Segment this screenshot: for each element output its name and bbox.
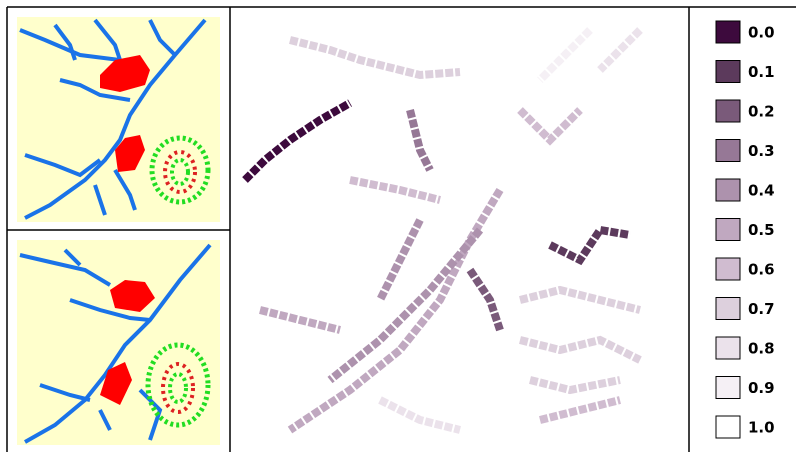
legend-swatch xyxy=(716,21,740,43)
legend-label: 0.7 xyxy=(748,300,775,318)
legend-swatch xyxy=(716,298,740,320)
legend-label: 0.5 xyxy=(748,221,775,239)
legend-label: 0.4 xyxy=(748,182,775,200)
legend-label: 0.2 xyxy=(748,103,775,121)
legend-swatch xyxy=(716,100,740,122)
legend-swatch xyxy=(716,258,740,280)
legend-swatch xyxy=(716,337,740,359)
legend-label: 0.8 xyxy=(748,340,775,358)
legend-swatch xyxy=(716,140,740,162)
legend-label: 0.6 xyxy=(748,261,775,279)
difference-map xyxy=(245,30,640,430)
map-bottom xyxy=(17,240,220,445)
legend-swatch xyxy=(716,219,740,241)
legend-label: 0.1 xyxy=(748,63,775,81)
legend-swatch xyxy=(716,377,740,399)
legend: 0.0 0.1 0.2 0.3 0.4 0.5 0.6 0.7 0.8 0.9 1.0 xyxy=(716,21,775,438)
legend-swatch xyxy=(716,179,740,201)
legend-label: 0.3 xyxy=(748,142,775,160)
legend-label: 0.9 xyxy=(748,379,775,397)
legend-label: 1.0 xyxy=(748,419,775,437)
figure: 0.0 0.1 0.2 0.3 0.4 0.5 0.6 0.7 0.8 0.9 1.0 xyxy=(0,0,796,452)
legend-swatch xyxy=(716,61,740,83)
legend-label: 0.0 xyxy=(748,24,775,42)
legend-swatch xyxy=(716,416,740,438)
map-top xyxy=(17,17,220,222)
